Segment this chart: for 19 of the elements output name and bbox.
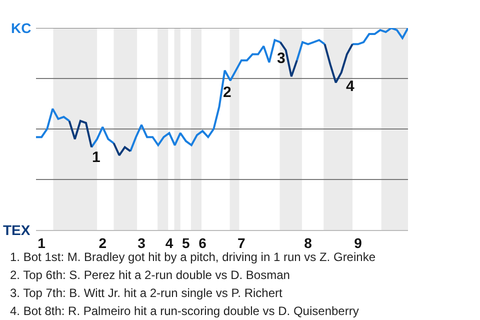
x-tick-label: 8 <box>304 234 312 251</box>
text: KC <box>11 20 32 36</box>
x-tick-label: 4 <box>165 234 174 251</box>
text: 2. Top 6th: S. Perez hit a 2-run double vs D. Bosman <box>10 268 290 282</box>
x-tick-label: 2 <box>98 234 107 251</box>
annotation: 3 <box>277 50 286 67</box>
x-tick-label: 6 <box>198 234 207 251</box>
x-tick-label: 9 <box>354 234 362 251</box>
x-tick-label: 1 <box>38 234 46 251</box>
x-tick-label: 5 <box>182 234 190 251</box>
x-tick-label: 3 <box>138 234 146 251</box>
text: 3. Top 7th: B. Witt Jr. hit a 2-run single vs P. Richert <box>10 286 284 300</box>
annotation: 2 <box>223 84 232 101</box>
annotation: 4 <box>346 78 355 95</box>
text: 4. Bot 8th: R. Palmeiro hit a run-scoring double vs D. Quisenberry <box>10 304 359 318</box>
annotation: 1 <box>92 149 100 166</box>
x-tick-label: 7 <box>238 234 246 251</box>
text: 1. Bot 1st: M. Bradley got hit by a pitch, driving in 1 run vs Z. Greinke <box>10 250 376 264</box>
text: TEX <box>3 222 31 238</box>
